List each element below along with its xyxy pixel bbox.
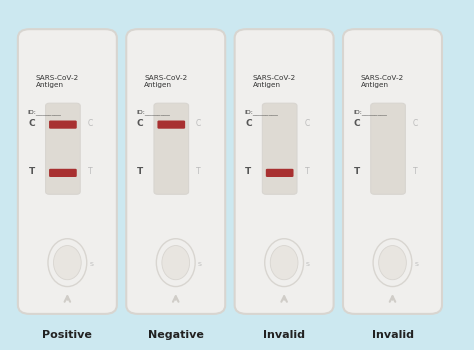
Ellipse shape	[373, 239, 412, 287]
Text: S: S	[414, 261, 418, 267]
Text: ID:________: ID:________	[353, 109, 387, 114]
Text: ID:________: ID:________	[136, 109, 170, 114]
Text: C: C	[196, 119, 201, 128]
Text: SARS-CoV-2
Antigen: SARS-CoV-2 Antigen	[144, 75, 187, 88]
Text: C: C	[137, 119, 144, 128]
Text: T: T	[196, 167, 201, 176]
Text: Invalid: Invalid	[372, 329, 413, 340]
Text: C: C	[354, 119, 360, 128]
FancyBboxPatch shape	[18, 29, 117, 314]
Ellipse shape	[48, 239, 87, 287]
Text: C: C	[28, 119, 35, 128]
Ellipse shape	[156, 239, 195, 287]
Text: T: T	[88, 167, 92, 176]
Text: T: T	[246, 167, 252, 176]
FancyBboxPatch shape	[49, 169, 77, 177]
Text: ID:________: ID:________	[245, 109, 278, 114]
Text: C: C	[88, 119, 93, 128]
Text: Invalid: Invalid	[263, 329, 305, 340]
FancyBboxPatch shape	[157, 120, 185, 129]
Text: T: T	[137, 167, 143, 176]
Ellipse shape	[162, 246, 190, 280]
Ellipse shape	[270, 246, 298, 280]
FancyBboxPatch shape	[371, 103, 405, 194]
Text: T: T	[354, 167, 360, 176]
Text: Negative: Negative	[148, 329, 204, 340]
FancyBboxPatch shape	[266, 169, 293, 177]
Ellipse shape	[379, 246, 406, 280]
Text: SARS-CoV-2
Antigen: SARS-CoV-2 Antigen	[361, 75, 404, 88]
FancyBboxPatch shape	[154, 103, 189, 194]
Ellipse shape	[54, 246, 81, 280]
Text: S: S	[89, 261, 93, 267]
Text: T: T	[413, 167, 418, 176]
FancyBboxPatch shape	[126, 29, 225, 314]
Text: T: T	[28, 167, 35, 176]
Text: S: S	[198, 261, 201, 267]
Text: ID:________: ID:________	[28, 109, 62, 114]
FancyBboxPatch shape	[343, 29, 442, 314]
Text: C: C	[304, 119, 310, 128]
Text: SARS-CoV-2
Antigen: SARS-CoV-2 Antigen	[36, 75, 79, 88]
Text: SARS-CoV-2
Antigen: SARS-CoV-2 Antigen	[253, 75, 296, 88]
FancyBboxPatch shape	[262, 103, 297, 194]
FancyBboxPatch shape	[235, 29, 334, 314]
Ellipse shape	[264, 239, 303, 287]
Text: Positive: Positive	[42, 329, 92, 340]
FancyBboxPatch shape	[46, 103, 80, 194]
Text: C: C	[413, 119, 418, 128]
Text: T: T	[305, 167, 309, 176]
Text: S: S	[306, 261, 310, 267]
Text: C: C	[245, 119, 252, 128]
FancyBboxPatch shape	[49, 120, 77, 129]
